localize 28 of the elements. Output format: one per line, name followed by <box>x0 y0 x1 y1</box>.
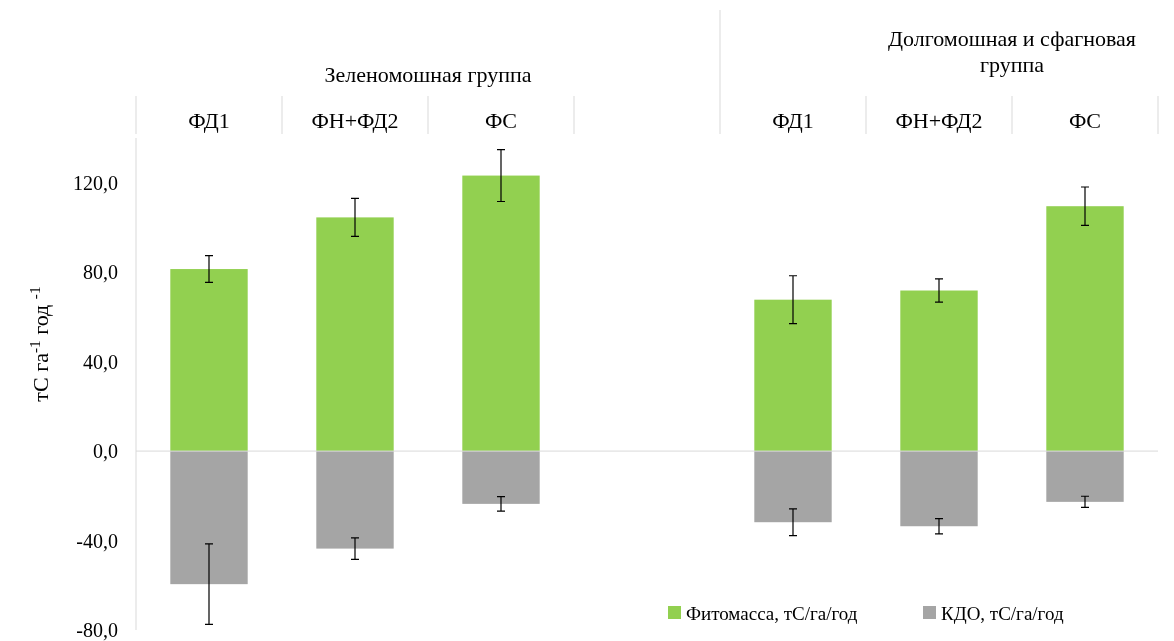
bar <box>900 451 978 527</box>
x-tick-label: ФД1 <box>772 108 814 133</box>
bar <box>170 451 248 585</box>
x-tick-label: ФД1 <box>188 108 230 133</box>
bar <box>170 269 248 452</box>
x-tick-label: ФН+ФД2 <box>311 108 399 133</box>
bar <box>1046 206 1124 452</box>
bar <box>462 451 540 504</box>
bar <box>754 451 832 523</box>
bar <box>316 217 394 452</box>
y-tick-label: -40,0 <box>76 529 118 552</box>
y-tick-label: 80,0 <box>83 261 118 284</box>
bar <box>316 451 394 549</box>
bar <box>900 290 978 452</box>
y-tick-label: 0,0 <box>93 440 118 463</box>
y-tick-label: -80,0 <box>76 619 118 641</box>
x-tick-label: ФС <box>1068 108 1102 133</box>
text: Зеленомошная группа <box>324 62 532 87</box>
y-tick-label: 40,0 <box>83 350 118 373</box>
y-tick-label: 120,0 <box>73 171 118 194</box>
x-tick-label: ФН+ФД2 <box>895 108 983 133</box>
bar <box>754 299 832 452</box>
x-tick-label: ФС <box>484 108 518 133</box>
bar <box>1046 451 1124 502</box>
legend-label: КДО, тС/га/год <box>941 602 1064 624</box>
legend-label: Фитомасса, тС/га/год <box>686 602 858 624</box>
text: Долгомошная и сфагновая группа <box>888 26 1136 78</box>
bar <box>462 175 540 452</box>
